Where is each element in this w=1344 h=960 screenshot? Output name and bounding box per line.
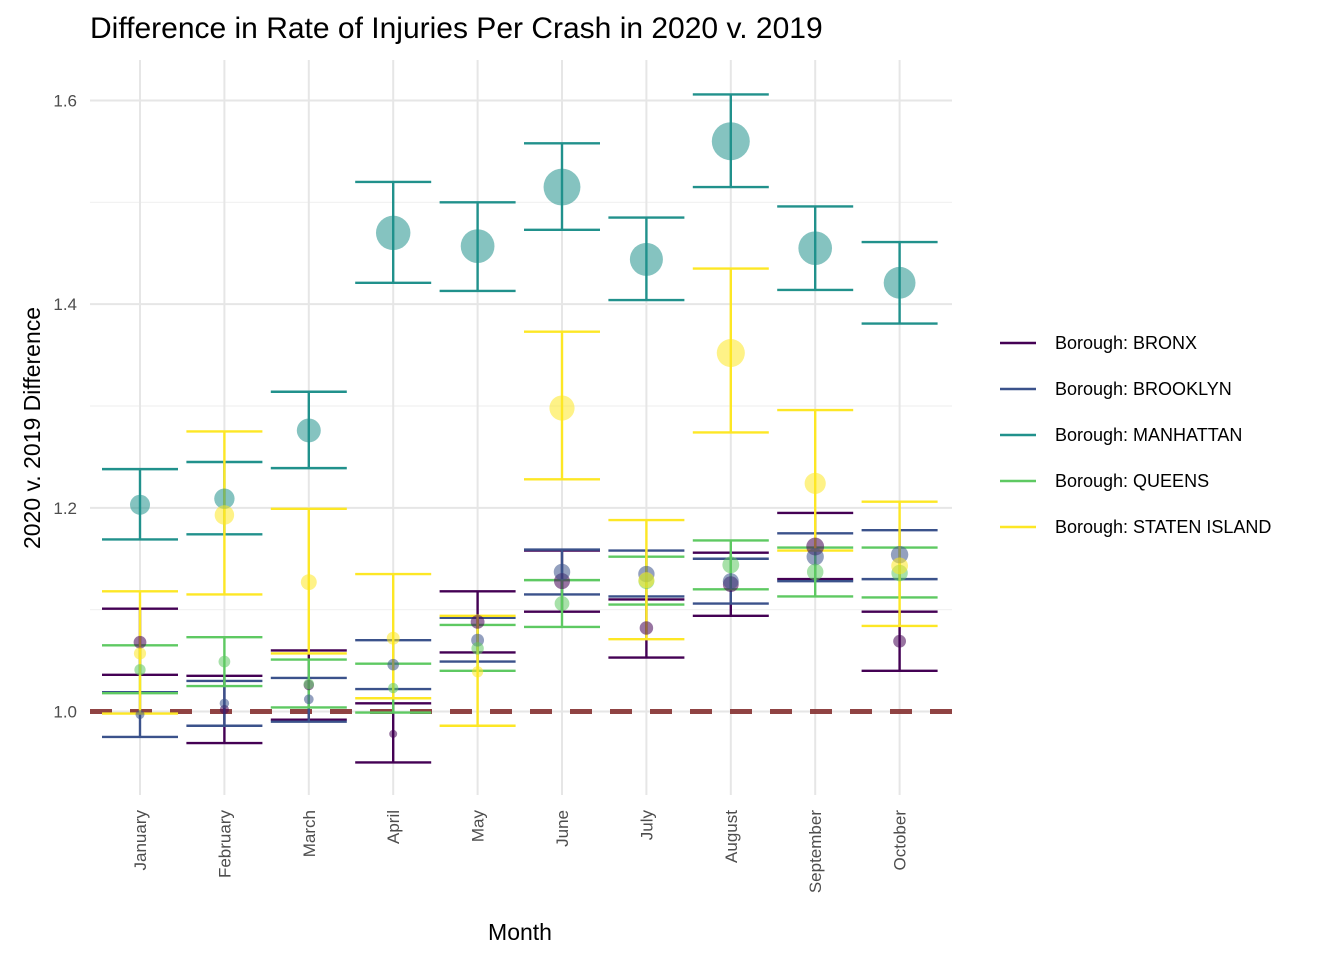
data-point bbox=[214, 488, 235, 509]
x-tick-label: September bbox=[806, 810, 825, 893]
data-point bbox=[388, 682, 399, 694]
points-borough-staten-island bbox=[133, 339, 909, 678]
legend-label: Borough: MANHATTAN bbox=[1055, 425, 1242, 445]
data-point bbox=[219, 698, 230, 709]
data-point bbox=[134, 664, 146, 676]
data-point bbox=[300, 574, 317, 591]
data-point bbox=[386, 631, 400, 645]
data-point bbox=[218, 655, 231, 668]
data-point bbox=[806, 548, 824, 566]
x-tick-label: May bbox=[469, 810, 488, 843]
legend: Borough: BRONX Borough: BROOKLYN Borough: … bbox=[1000, 333, 1271, 537]
x-tick-label: February bbox=[215, 810, 234, 879]
data-point bbox=[804, 472, 826, 494]
data-point bbox=[638, 572, 655, 589]
data-point bbox=[470, 614, 485, 629]
legend-label: Borough: QUEENS bbox=[1055, 471, 1209, 491]
data-point bbox=[629, 242, 663, 276]
legend-label: Borough: STATEN ISLAND bbox=[1055, 517, 1271, 537]
data-point bbox=[883, 266, 916, 299]
y-tick-label: 1.4 bbox=[53, 295, 77, 314]
x-tick-label: April bbox=[384, 810, 403, 844]
data-point bbox=[722, 556, 740, 574]
data-point bbox=[891, 557, 909, 575]
points-borough-manhattan bbox=[129, 122, 916, 515]
x-axis-title: Month bbox=[488, 919, 552, 945]
data-point bbox=[389, 729, 398, 738]
data-point bbox=[798, 231, 833, 265]
data-marks bbox=[102, 93, 938, 764]
data-point bbox=[893, 634, 907, 648]
data-point bbox=[711, 122, 750, 161]
x-axis-ticks: January February March April May June July Augu… bbox=[131, 810, 910, 894]
data-point bbox=[549, 395, 575, 421]
data-point bbox=[303, 678, 315, 690]
data-point bbox=[460, 229, 495, 264]
data-point bbox=[553, 563, 571, 581]
data-point bbox=[303, 694, 314, 705]
data-point bbox=[375, 215, 411, 251]
data-point bbox=[133, 635, 147, 649]
y-axis-ticks: 1.0 1.2 1.4 1.6 bbox=[53, 92, 77, 722]
legend-label: Borough: BROOKLYN bbox=[1055, 379, 1232, 399]
data-point bbox=[639, 621, 654, 635]
x-tick-label: March bbox=[300, 810, 319, 857]
data-point bbox=[214, 505, 235, 525]
y-tick-label: 1.6 bbox=[53, 92, 77, 111]
data-point bbox=[716, 339, 745, 368]
data-point bbox=[133, 647, 147, 660]
chart-title: Difference in Rate of Injuries Per Crash… bbox=[90, 12, 823, 45]
data-point bbox=[296, 418, 321, 443]
x-tick-label: July bbox=[637, 810, 656, 841]
x-tick-label: January bbox=[131, 810, 150, 871]
data-point bbox=[554, 596, 570, 611]
data-point bbox=[806, 563, 824, 581]
data-point bbox=[135, 710, 145, 720]
x-tick-label: October bbox=[891, 810, 910, 871]
data-point bbox=[543, 168, 581, 206]
data-point bbox=[471, 642, 484, 655]
legend-label: Borough: BRONX bbox=[1055, 333, 1197, 353]
x-tick-label: August bbox=[722, 810, 741, 863]
data-point bbox=[129, 494, 151, 515]
y-axis-title: 2020 v. 2019 Difference bbox=[19, 307, 45, 549]
data-point bbox=[472, 666, 484, 678]
y-tick-label: 1.2 bbox=[53, 499, 77, 518]
y-tick-label: 1.0 bbox=[53, 703, 77, 722]
data-point bbox=[387, 658, 399, 671]
x-tick-label: June bbox=[553, 810, 572, 847]
data-point bbox=[722, 573, 739, 590]
